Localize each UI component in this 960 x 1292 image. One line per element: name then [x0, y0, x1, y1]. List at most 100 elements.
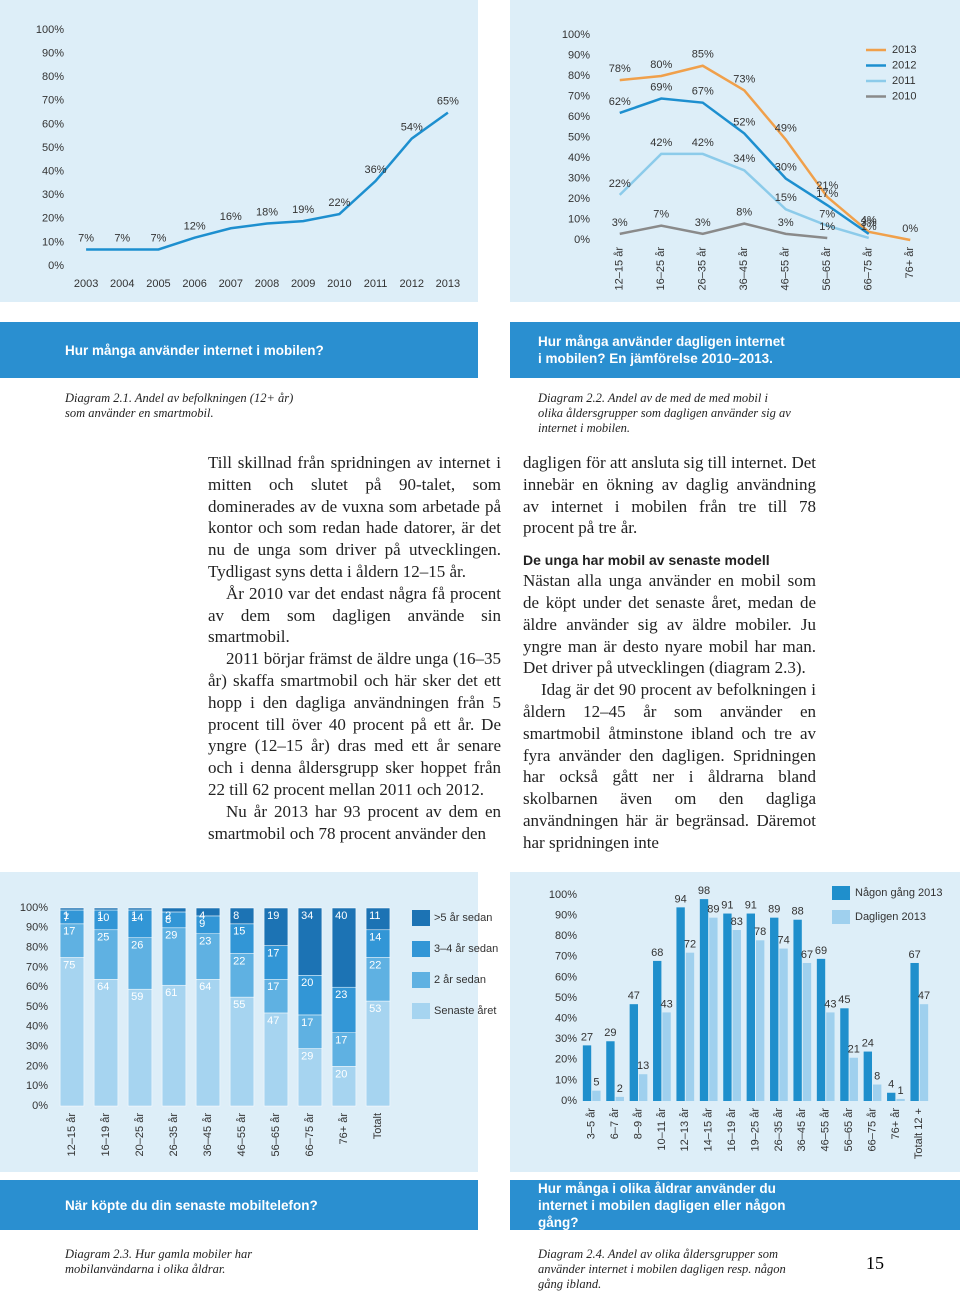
y-tick-label: 70% — [42, 95, 64, 107]
bar — [770, 917, 779, 1101]
y-tick-label: 40% — [555, 1013, 577, 1025]
legend-swatch — [412, 910, 430, 926]
bar-segment — [93, 907, 119, 911]
data-label: 1% — [819, 221, 835, 233]
bar-segment — [59, 957, 85, 1107]
data-label: 7 — [63, 912, 69, 924]
bar — [863, 1051, 872, 1101]
legend-label: Senaste året — [434, 1005, 496, 1017]
y-tick-label: 30% — [26, 1041, 48, 1053]
x-tick-label: 10–11 år — [656, 1108, 668, 1151]
data-label: 22 — [369, 959, 381, 971]
data-label: 68 — [651, 947, 663, 959]
legend-swatch — [412, 1003, 430, 1019]
line — [618, 152, 870, 240]
x-tick-label: 2007 — [219, 278, 243, 290]
bar-segment — [365, 907, 391, 931]
y-tick-label: 60% — [555, 971, 577, 983]
data-label: 72 — [684, 939, 696, 951]
y-tick-label: 20% — [555, 1054, 577, 1066]
data-label: 47 — [918, 990, 930, 1002]
data-label: 62% — [609, 96, 631, 108]
data-label: 78 — [754, 926, 766, 938]
data-label: 17 — [267, 948, 279, 960]
legend-label: 2011 — [892, 75, 916, 87]
data-label: 67% — [692, 86, 714, 98]
data-label: 59 — [131, 991, 143, 1003]
data-label: 43 — [824, 998, 836, 1010]
data-label: 34 — [301, 910, 313, 922]
x-tick-label: 56–65 år — [270, 1113, 282, 1157]
x-tick-label: 26–35 år — [773, 1108, 785, 1152]
data-label: 88 — [791, 906, 803, 918]
bar-segment — [365, 1000, 391, 1107]
x-tick-label: Totalt — [372, 1113, 384, 1139]
data-label: 75 — [63, 959, 75, 971]
chart-caption: Diagram 2.1. Andel av befolkningen (12+ … — [65, 391, 294, 420]
y-tick-label: 80% — [42, 71, 64, 83]
y-tick-label: 80% — [568, 70, 590, 82]
x-tick-label: 2009 — [291, 278, 315, 290]
bar — [685, 952, 695, 1101]
data-label: 29 — [165, 930, 177, 942]
data-label: 14 — [131, 912, 143, 924]
data-label: 98 — [698, 885, 710, 897]
bar — [802, 962, 812, 1101]
y-tick-label: 100% — [20, 902, 48, 914]
data-label: 17 — [301, 1017, 313, 1029]
chart-caption: Diagram 2.3. Hur gamla mobiler har mobil… — [65, 1247, 253, 1276]
line — [619, 64, 911, 242]
paragraph: dagligen för att ansluta sig till intern… — [523, 453, 816, 538]
bar — [887, 1092, 896, 1101]
y-tick-label: 10% — [555, 1074, 577, 1086]
bar-segment — [297, 907, 323, 976]
paragraph: Till skillnad från spridningen av intern… — [208, 453, 501, 581]
data-label: 65% — [437, 96, 459, 108]
bar — [662, 1012, 671, 1101]
data-label: 24 — [862, 1037, 874, 1049]
x-tick-label: 46–55 år — [236, 1113, 248, 1157]
bar — [756, 940, 765, 1101]
data-label: 1% — [861, 221, 877, 233]
data-label: 4 — [888, 1079, 894, 1091]
y-tick-label: 50% — [26, 1001, 48, 1013]
data-label: 20 — [335, 1068, 347, 1080]
x-tick-label: 16–19 år — [726, 1108, 738, 1152]
bar-segment — [263, 1012, 289, 1107]
bar — [592, 1090, 601, 1101]
y-tick-label: 0% — [561, 1095, 577, 1107]
y-tick-label: 50% — [555, 992, 577, 1004]
data-label: 19% — [292, 204, 314, 216]
data-label: 3% — [861, 217, 877, 229]
bar — [919, 1004, 929, 1101]
x-tick-label: 2013 — [436, 278, 460, 290]
data-label: 11 — [369, 910, 380, 922]
data-label: 2 — [165, 910, 171, 922]
bar-segment — [161, 984, 187, 1107]
data-label: 4% — [861, 215, 877, 227]
x-tick-label: 66–75 år — [863, 247, 875, 291]
bar — [723, 913, 732, 1101]
data-label: 53 — [369, 1003, 381, 1015]
data-label: 34% — [733, 153, 755, 165]
data-label: 54% — [401, 121, 423, 133]
bar — [732, 930, 741, 1101]
legend-label: 2010 — [892, 90, 916, 102]
data-label: 12% — [184, 221, 206, 233]
bar-segment — [331, 907, 357, 988]
x-tick-label: 2008 — [255, 278, 279, 290]
chart-title: Hur många använder internet i mobilen? — [0, 322, 478, 378]
bar — [779, 948, 788, 1101]
bar-segment — [127, 907, 153, 911]
legend-swatch — [832, 886, 850, 900]
data-label: 69 — [815, 945, 827, 957]
x-tick-label: 12–13 år — [679, 1108, 691, 1152]
data-label: 25 — [97, 932, 109, 944]
data-label: 85% — [692, 49, 714, 61]
chart-caption: Diagram 2.2. Andel av de med de med mobi… — [538, 391, 791, 435]
page-number: 15 — [866, 1253, 884, 1273]
x-tick-label: 8–9 år — [632, 1108, 644, 1140]
panel — [0, 0, 478, 302]
data-label: 1 — [97, 910, 103, 922]
data-label: 3% — [778, 217, 794, 229]
